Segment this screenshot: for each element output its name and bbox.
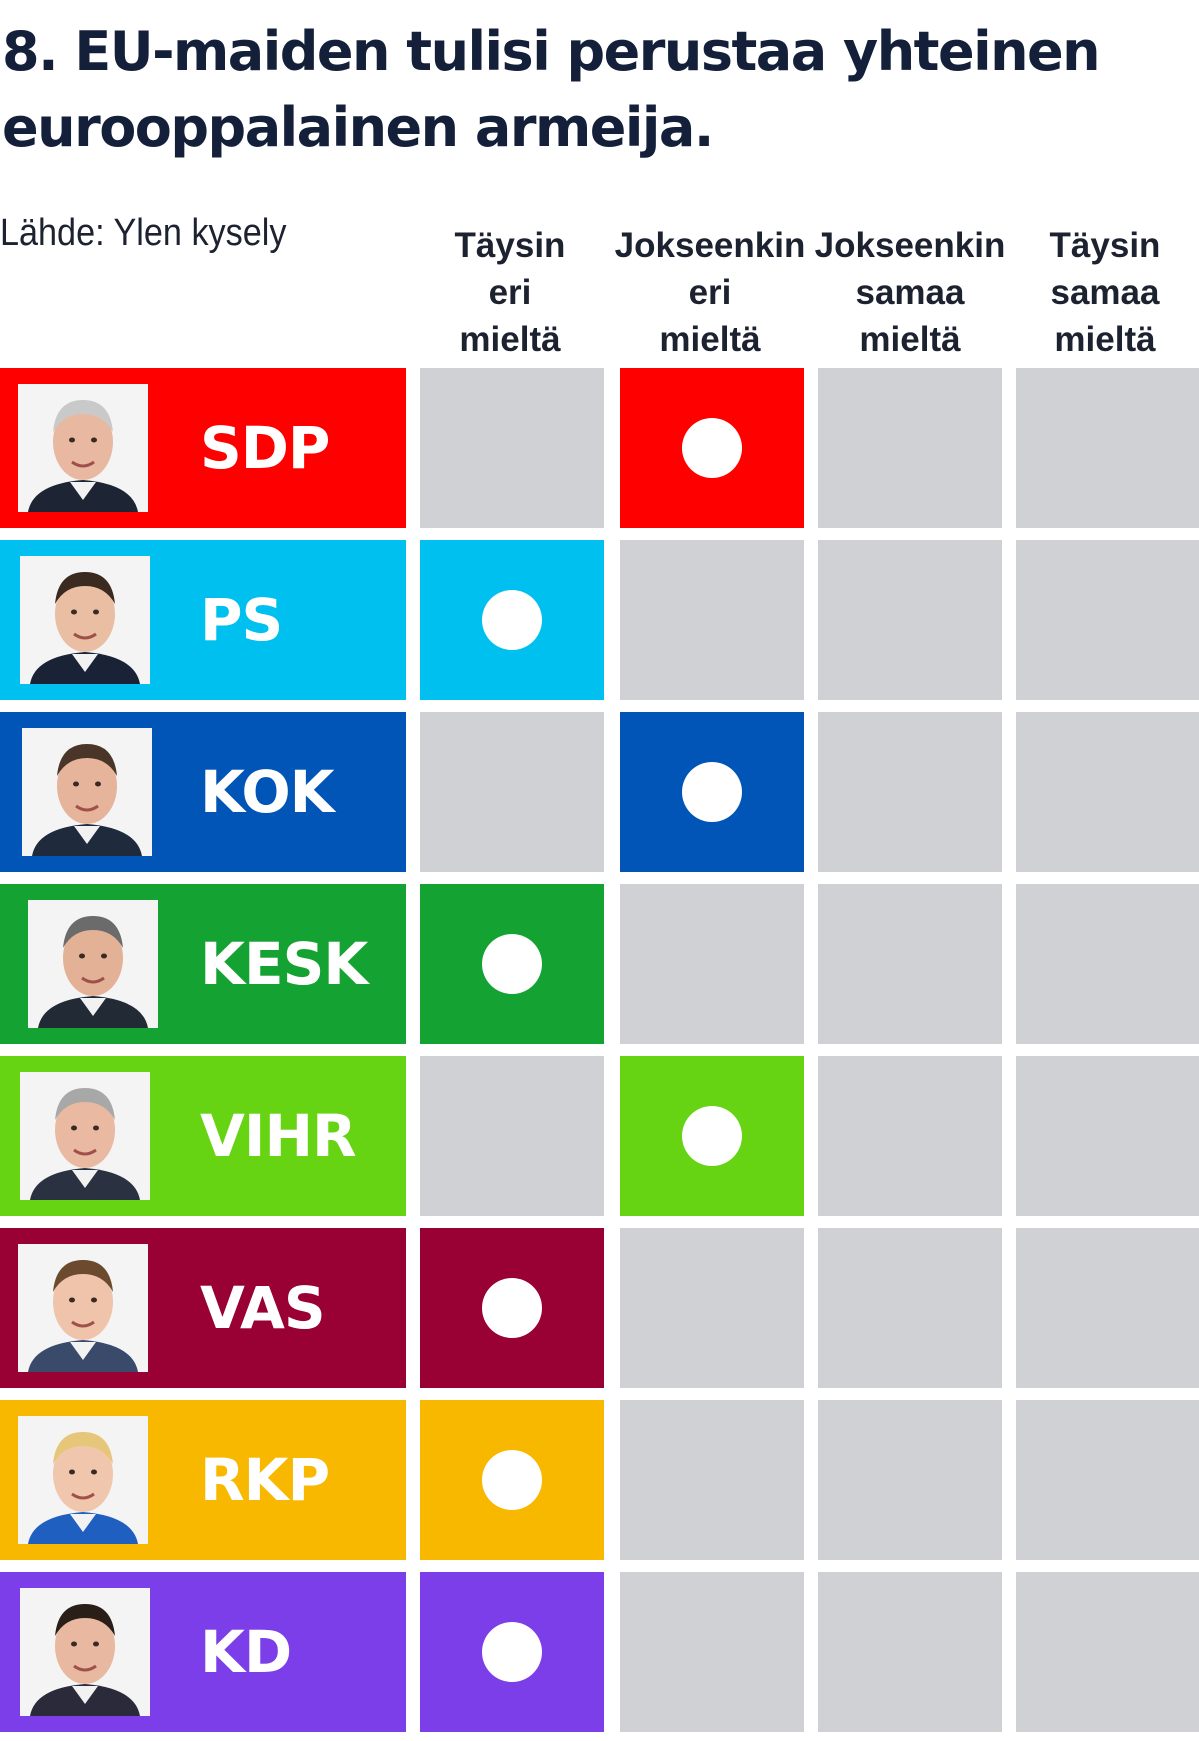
party-label-sdp: SDP bbox=[0, 368, 406, 528]
answer-cell-ps-1 bbox=[420, 540, 604, 700]
answer-cell-rkp-2 bbox=[620, 1400, 804, 1560]
answer-cell-rkp-1 bbox=[420, 1400, 604, 1560]
column-header-somewhat-agree: Jokseenkin samaa mieltä bbox=[814, 226, 1006, 359]
answer-cell-kd-2 bbox=[620, 1572, 804, 1732]
leader-photo bbox=[20, 1588, 150, 1716]
party-name-kok: KOK bbox=[200, 758, 335, 826]
answer-dot-vas bbox=[482, 1278, 542, 1338]
answer-cell-ps-2 bbox=[620, 540, 804, 700]
answer-cell-vas-1 bbox=[420, 1228, 604, 1388]
party-label-kd: KD bbox=[0, 1572, 406, 1732]
answer-cell-kok-2 bbox=[620, 712, 804, 872]
answer-cell-sdp-4 bbox=[1016, 368, 1199, 528]
answer-cell-vihr-2 bbox=[620, 1056, 804, 1216]
answer-cell-vihr-4 bbox=[1016, 1056, 1199, 1216]
party-name-rkp: RKP bbox=[200, 1446, 330, 1514]
answer-cell-kesk-2 bbox=[620, 884, 804, 1044]
party-name-vihr: VIHR bbox=[200, 1102, 357, 1170]
answer-cell-kok-1 bbox=[420, 712, 604, 872]
answer-cell-kok-4 bbox=[1016, 712, 1199, 872]
party-label-kok: KOK bbox=[0, 712, 406, 872]
leader-photo bbox=[20, 556, 150, 684]
source-label: Lähde: Ylen kysely bbox=[0, 212, 287, 254]
party-label-kesk: KESK bbox=[0, 884, 406, 1044]
party-name-vas: VAS bbox=[200, 1274, 326, 1342]
answer-cell-rkp-3 bbox=[818, 1400, 1002, 1560]
answer-cell-sdp-3 bbox=[818, 368, 1002, 528]
answer-cell-sdp-2 bbox=[620, 368, 804, 528]
party-label-ps: PS bbox=[0, 540, 406, 700]
leader-photo bbox=[28, 900, 158, 1028]
party-label-vihr: VIHR bbox=[0, 1056, 406, 1216]
answer-cell-sdp-1 bbox=[420, 368, 604, 528]
answer-dot-kd bbox=[482, 1622, 542, 1682]
answer-cell-vas-3 bbox=[818, 1228, 1002, 1388]
column-header-strongly-disagree: Täysin eri mieltä bbox=[454, 226, 566, 359]
answer-dot-ps bbox=[482, 590, 542, 650]
answer-dot-kok bbox=[682, 762, 742, 822]
answer-dot-kesk bbox=[482, 934, 542, 994]
answer-cell-kd-4 bbox=[1016, 1572, 1199, 1732]
answer-cell-vihr-1 bbox=[420, 1056, 604, 1216]
leader-photo bbox=[18, 1244, 148, 1372]
answer-cell-vas-4 bbox=[1016, 1228, 1199, 1388]
answer-cell-vihr-3 bbox=[818, 1056, 1002, 1216]
column-header-strongly-agree: Täysin samaa mieltä bbox=[1049, 226, 1161, 359]
leader-photo bbox=[20, 1072, 150, 1200]
answer-cell-kd-3 bbox=[818, 1572, 1002, 1732]
answer-cell-kesk-3 bbox=[818, 884, 1002, 1044]
answer-cell-vas-2 bbox=[620, 1228, 804, 1388]
answer-cell-ps-4 bbox=[1016, 540, 1199, 700]
party-name-kd: KD bbox=[200, 1618, 292, 1686]
column-header-somewhat-disagree: Jokseenkin eri mieltä bbox=[614, 226, 806, 359]
answer-cell-kesk-4 bbox=[1016, 884, 1199, 1044]
answer-dot-rkp bbox=[482, 1450, 542, 1510]
answer-cell-ps-3 bbox=[818, 540, 1002, 700]
party-label-rkp: RKP bbox=[0, 1400, 406, 1560]
leader-photo bbox=[22, 728, 152, 856]
answer-cell-kd-1 bbox=[420, 1572, 604, 1732]
answer-dot-sdp bbox=[682, 418, 742, 478]
party-label-vas: VAS bbox=[0, 1228, 406, 1388]
leader-photo bbox=[18, 384, 148, 512]
chart-title: 8. EU-maiden tulisi perustaa yhteinen eu… bbox=[2, 20, 1101, 159]
answer-cell-kok-3 bbox=[818, 712, 1002, 872]
party-name-ps: PS bbox=[200, 586, 283, 654]
answer-dot-vihr bbox=[682, 1106, 742, 1166]
party-name-kesk: KESK bbox=[200, 930, 368, 998]
leader-photo bbox=[18, 1416, 148, 1544]
party-name-sdp: SDP bbox=[200, 414, 330, 482]
answer-cell-rkp-4 bbox=[1016, 1400, 1199, 1560]
answer-cell-kesk-1 bbox=[420, 884, 604, 1044]
